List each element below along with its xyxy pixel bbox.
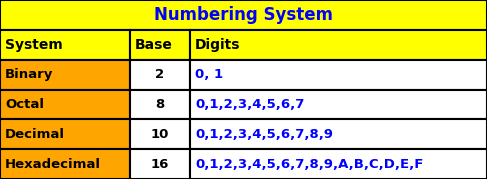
- Bar: [130, 119, 190, 149]
- Text: 8: 8: [155, 98, 165, 111]
- Text: 0,1,2,3,4,5,6,7,8,9,A,B,C,D,E,F: 0,1,2,3,4,5,6,7,8,9,A,B,C,D,E,F: [195, 158, 423, 171]
- Text: 0,1,2,3,4,5,6,7,8,9: 0,1,2,3,4,5,6,7,8,9: [195, 128, 333, 141]
- Bar: [0, 60, 130, 90]
- Text: 2: 2: [155, 68, 165, 81]
- Bar: [190, 119, 487, 149]
- Text: 0, 1: 0, 1: [195, 68, 223, 81]
- Bar: [0, 0, 487, 30]
- Text: Hexadecimal: Hexadecimal: [5, 158, 101, 171]
- Bar: [190, 90, 487, 119]
- Text: 16: 16: [151, 158, 169, 171]
- Bar: [0, 90, 130, 119]
- Bar: [130, 90, 190, 119]
- Bar: [190, 30, 487, 60]
- Bar: [0, 119, 130, 149]
- Bar: [130, 30, 190, 60]
- Text: Octal: Octal: [5, 98, 44, 111]
- Bar: [0, 30, 130, 60]
- Text: Numbering System: Numbering System: [154, 6, 333, 24]
- Text: 10: 10: [151, 128, 169, 141]
- Text: Decimal: Decimal: [5, 128, 65, 141]
- Bar: [190, 149, 487, 179]
- Text: Binary: Binary: [5, 68, 54, 81]
- Bar: [190, 60, 487, 90]
- Text: System: System: [5, 38, 63, 52]
- Text: 0,1,2,3,4,5,6,7: 0,1,2,3,4,5,6,7: [195, 98, 304, 111]
- Text: Base: Base: [135, 38, 173, 52]
- Bar: [130, 149, 190, 179]
- Text: Digits: Digits: [195, 38, 241, 52]
- Bar: [0, 149, 130, 179]
- Bar: [130, 60, 190, 90]
